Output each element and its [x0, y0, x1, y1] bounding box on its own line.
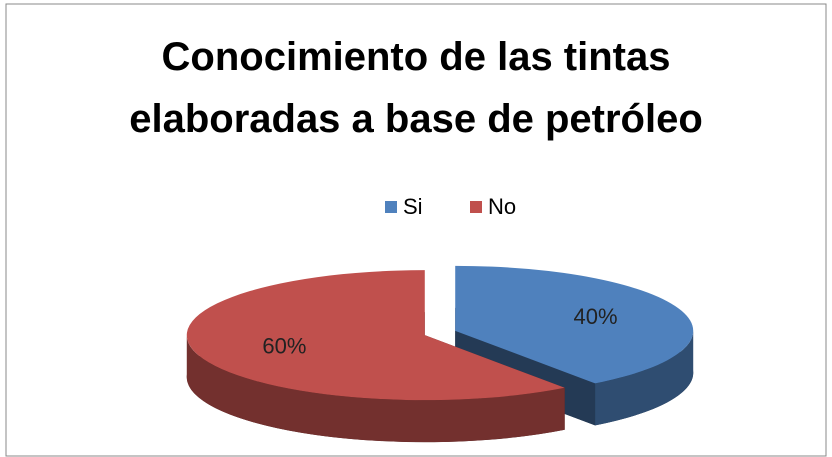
- chart-title: Conocimiento de las tintas elaboradas a …: [129, 35, 703, 141]
- legend-swatch: [470, 201, 482, 213]
- slice: [455, 265, 694, 384]
- legend-label: Si: [403, 194, 423, 219]
- slice: [186, 270, 565, 401]
- legend-label: No: [488, 194, 516, 219]
- data-label: 40%: [574, 304, 618, 329]
- legend-swatch: [385, 201, 397, 213]
- data-label: 60%: [262, 333, 306, 358]
- slice-side: [595, 330, 694, 426]
- slice-side: [186, 335, 565, 443]
